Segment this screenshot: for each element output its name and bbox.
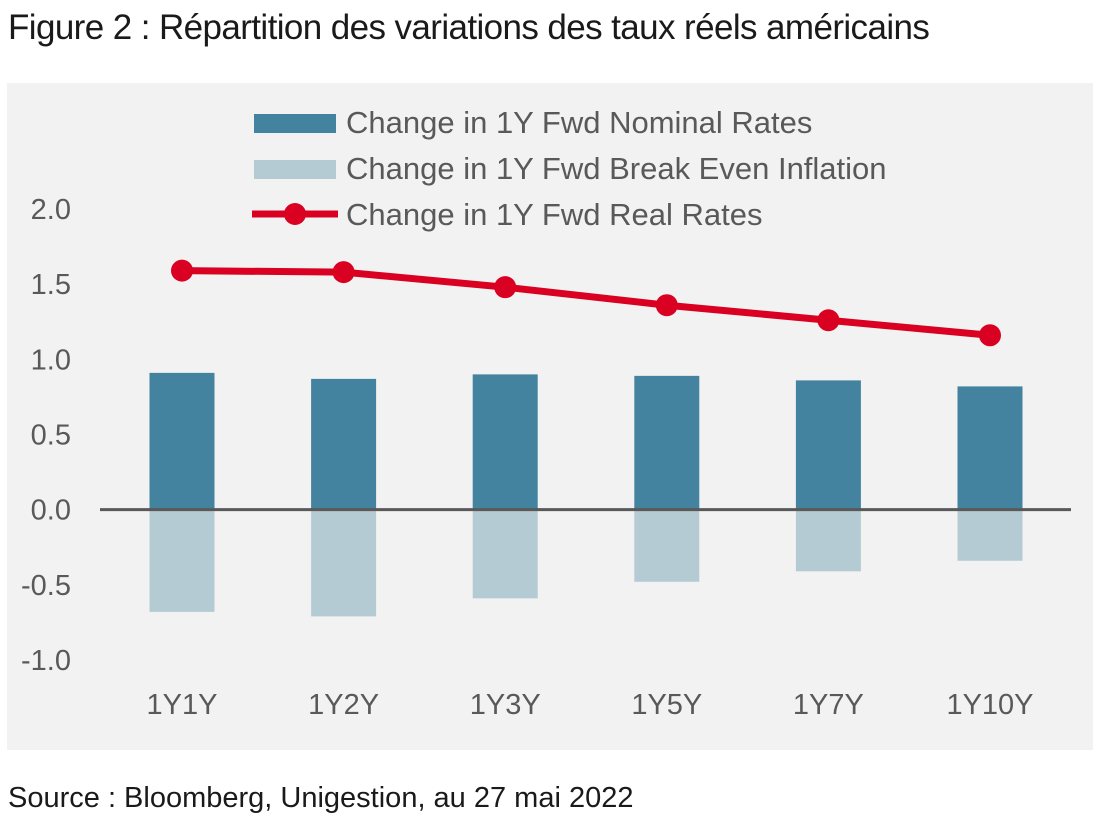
bar-break-even-1Y10Y <box>957 509 1023 561</box>
nominal-bars <box>149 372 1023 510</box>
y-tick-label: 0.0 <box>31 495 71 527</box>
bar-nominal-1Y1Y <box>149 372 215 510</box>
y-axis-ticks: 2.0 1.5 1.0 0.5 0.0 -0.5 -1.0 <box>21 194 71 677</box>
real-rates-point-1Y5Y <box>655 294 678 317</box>
real-rates-polyline <box>181 267 991 339</box>
y-tick-label: 2.0 <box>31 194 71 226</box>
x-tick-label-1Y3Y: 1Y3Y <box>470 689 541 721</box>
bar-break-even-1Y5Y <box>634 509 700 582</box>
x-tick-label-1Y7Y: 1Y7Y <box>793 689 864 721</box>
y-tick-label: -1.0 <box>21 645 71 677</box>
source-note: Source : Bloomberg, Unigestion, au 27 ma… <box>8 782 634 814</box>
legend-label-nominal: Change in 1Y Fwd Nominal Rates <box>346 105 812 140</box>
legend-swatch-break-even <box>254 160 336 179</box>
bar-nominal-1Y5Y <box>634 375 700 510</box>
bar-nominal-1Y10Y <box>957 386 1023 510</box>
real-rates-point-1Y7Y <box>817 309 840 332</box>
y-tick-label: 0.5 <box>31 420 71 452</box>
real-rates-point-1Y2Y <box>332 261 355 284</box>
legend-swatch-nominal <box>254 114 336 133</box>
legend-marker-real-rates <box>284 203 306 225</box>
real-rates-point-1Y10Y <box>979 324 1001 347</box>
bar-break-even-1Y2Y <box>311 509 377 617</box>
real-rates-line <box>171 259 1001 347</box>
x-axis-ticks: 1Y1Y 1Y2Y 1Y3Y 1Y5Y 1Y7Y 1Y10Y <box>147 689 1034 721</box>
real-rates-point-1Y3Y <box>494 276 517 299</box>
x-tick-label-1Y1Y: 1Y1Y <box>147 689 218 721</box>
real-rates-point-1Y1Y <box>171 259 193 282</box>
bar-nominal-1Y2Y <box>311 378 377 510</box>
bar-nominal-1Y7Y <box>795 380 861 510</box>
legend-label-break-even: Change in 1Y Fwd Break Even Inflation <box>346 151 887 186</box>
bar-nominal-1Y3Y <box>472 374 538 510</box>
legend: Change in 1Y Fwd Nominal Rates Change in… <box>252 105 887 232</box>
break-even-bars <box>149 509 1023 617</box>
y-tick-label: 1.0 <box>31 344 71 376</box>
x-tick-label-1Y10Y: 1Y10Y <box>946 689 1033 721</box>
bar-break-even-1Y1Y <box>149 509 215 612</box>
y-tick-label: 1.5 <box>31 269 71 301</box>
x-tick-label-1Y5Y: 1Y5Y <box>631 689 702 721</box>
figure-title: Figure 2 : Répartition des variations de… <box>8 8 930 47</box>
legend-label-real-rates: Change in 1Y Fwd Real Rates <box>346 197 762 232</box>
bar-break-even-1Y3Y <box>472 509 538 599</box>
y-tick-label: -0.5 <box>21 570 71 602</box>
bar-break-even-1Y7Y <box>795 509 861 572</box>
x-tick-label-1Y2Y: 1Y2Y <box>308 689 379 721</box>
